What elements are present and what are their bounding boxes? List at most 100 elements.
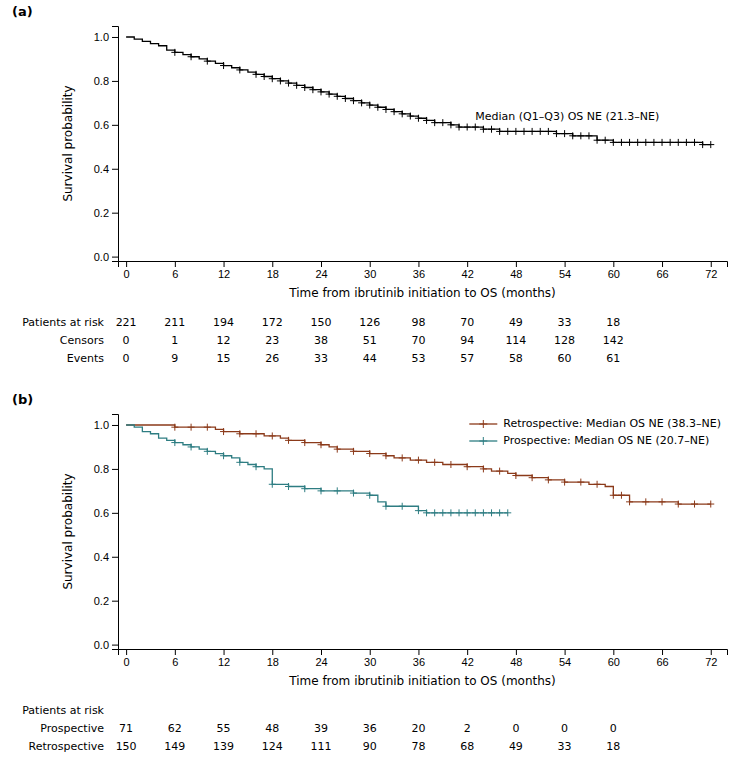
censor-mark — [171, 439, 178, 446]
censor-mark — [496, 509, 503, 516]
tick-mark — [711, 649, 712, 655]
tick: 36 — [413, 649, 425, 668]
tick-label: 48 — [510, 268, 522, 280]
tick: 72 — [705, 649, 717, 668]
tick: 0 — [124, 649, 130, 668]
censor-mark — [707, 501, 714, 508]
risk-table-value: 0 — [610, 722, 617, 735]
risk-table-value: 18 — [606, 740, 620, 753]
censor-mark — [261, 73, 268, 80]
tick-mark — [613, 649, 614, 655]
tick: 0.6 — [94, 507, 118, 519]
risk-table-value: 70 — [460, 316, 474, 329]
tick: 0.2 — [94, 595, 118, 607]
legend-label: Retrospective: Median OS NE (38.3–NE) — [503, 417, 721, 430]
censor-mark — [642, 139, 649, 146]
censor-mark — [447, 509, 454, 516]
risk-table-value: 53 — [411, 352, 425, 365]
tick-mark — [112, 469, 118, 470]
censor-mark — [699, 141, 706, 148]
risk-table-value: 124 — [262, 740, 283, 753]
censor-mark — [610, 139, 617, 146]
x-axis: 061218243036424854606672 — [119, 261, 728, 280]
tick-mark — [662, 261, 663, 267]
tick: 0.8 — [94, 463, 118, 475]
censor-mark — [561, 130, 568, 137]
tick: 42 — [462, 649, 474, 668]
censor-mark — [472, 124, 479, 131]
tick-label: 54 — [559, 268, 571, 280]
tick-label: 0.6 — [94, 507, 109, 519]
y-axis-title: Survival probability — [61, 85, 75, 201]
censor-mark — [374, 104, 381, 111]
censor-mark — [634, 139, 641, 146]
tick: 30 — [364, 261, 376, 280]
censor-mark — [480, 465, 487, 472]
tick-label: 0.6 — [94, 119, 109, 131]
risk-table-row-label: Censors — [60, 334, 104, 347]
risk-table-value: 62 — [168, 722, 182, 735]
legend-item: Retrospective: Median OS NE (38.3–NE) — [469, 417, 721, 430]
censor-mark — [447, 461, 454, 468]
tick-label: 18 — [267, 268, 279, 280]
risk-table-row-label: Patients at risk — [22, 316, 104, 329]
tick: 12 — [218, 261, 230, 280]
risk-table-value: 60 — [558, 352, 572, 365]
censor-mark — [318, 88, 325, 95]
tick-label: 48 — [510, 656, 522, 668]
censor-mark — [496, 128, 503, 135]
risk-table-header: Patients at risk — [22, 704, 104, 717]
risk-table-value: 51 — [363, 334, 377, 347]
censor-mark — [431, 119, 438, 126]
censor-mark — [334, 487, 341, 494]
axis-line — [119, 262, 728, 268]
censor-mark — [594, 137, 601, 144]
risk-table-value: 0 — [512, 722, 519, 735]
censor-mark — [659, 498, 666, 505]
censor-mark — [382, 452, 389, 459]
y-axis-title: Survival probability — [61, 473, 75, 589]
censor-mark — [431, 509, 438, 516]
censor-mark — [512, 128, 519, 135]
censor-mark — [350, 448, 357, 455]
tick: 0.8 — [94, 75, 118, 87]
tick-label: 72 — [705, 268, 717, 280]
censor-mark — [618, 492, 625, 499]
tick: 1.0 — [94, 419, 118, 431]
tick: 24 — [315, 649, 327, 668]
censor-mark — [391, 108, 398, 115]
axis-line — [112, 27, 119, 262]
censor-mark — [253, 463, 260, 470]
risk-table-value: 150 — [311, 316, 332, 329]
censor-mark — [382, 106, 389, 113]
tick-label: 24 — [315, 656, 327, 668]
marks — [126, 424, 714, 517]
tick: 48 — [510, 649, 522, 668]
censor-mark — [650, 139, 657, 146]
tick-mark — [224, 649, 225, 655]
censor-mark — [366, 450, 373, 457]
censor-mark — [326, 91, 333, 98]
risk-table-row-label: Retrospective — [29, 740, 105, 753]
legend-item: Prospective: Median OS NE (20.7–NE) — [469, 434, 709, 447]
censor-mark — [318, 487, 325, 494]
tick: 0.4 — [94, 163, 118, 175]
censor-mark — [439, 509, 446, 516]
tick-mark — [112, 169, 118, 170]
tick-label: 1.0 — [94, 419, 109, 431]
censor-mark — [602, 137, 609, 144]
censor-mark — [447, 121, 454, 128]
tick-mark — [516, 649, 517, 655]
risk-table-value: 114 — [505, 334, 526, 347]
censor-mark — [415, 507, 422, 514]
risk-table-value: 128 — [554, 334, 575, 347]
censor-mark — [171, 424, 178, 431]
censor-mark — [691, 501, 698, 508]
survival-curve — [126, 425, 508, 513]
risk-table-value: 36 — [363, 722, 377, 735]
tick-mark — [613, 261, 614, 267]
tick-label: 0.8 — [94, 75, 109, 87]
tick-mark — [370, 649, 371, 655]
risk-table-value: 33 — [558, 740, 572, 753]
tick-mark — [370, 261, 371, 267]
